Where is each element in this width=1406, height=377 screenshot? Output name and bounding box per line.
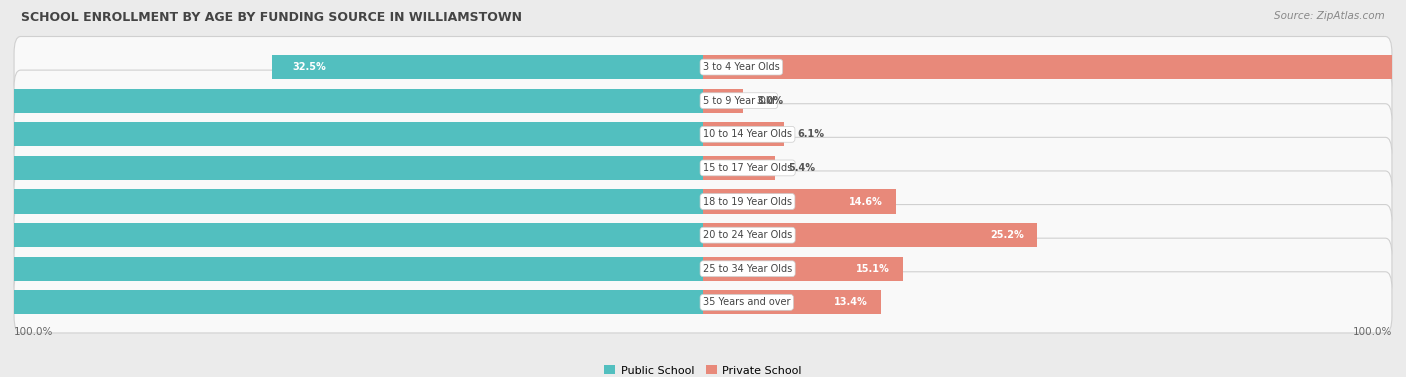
Bar bbox=[703, 55, 1406, 79]
Bar bbox=[703, 257, 903, 281]
FancyBboxPatch shape bbox=[14, 272, 1392, 333]
Text: 15.1%: 15.1% bbox=[856, 264, 890, 274]
Bar bbox=[0, 189, 703, 214]
Text: 25 to 34 Year Olds: 25 to 34 Year Olds bbox=[703, 264, 792, 274]
Text: 14.6%: 14.6% bbox=[849, 196, 883, 207]
Bar bbox=[703, 189, 897, 214]
Bar bbox=[273, 55, 703, 79]
Text: 6.1%: 6.1% bbox=[797, 129, 824, 139]
Text: 25.2%: 25.2% bbox=[990, 230, 1024, 240]
Legend: Public School, Private School: Public School, Private School bbox=[600, 361, 806, 377]
Text: 32.5%: 32.5% bbox=[292, 62, 326, 72]
Text: 15 to 17 Year Olds: 15 to 17 Year Olds bbox=[703, 163, 792, 173]
Bar bbox=[0, 89, 703, 113]
Bar bbox=[0, 122, 703, 146]
Text: 18 to 19 Year Olds: 18 to 19 Year Olds bbox=[703, 196, 792, 207]
Text: SCHOOL ENROLLMENT BY AGE BY FUNDING SOURCE IN WILLIAMSTOWN: SCHOOL ENROLLMENT BY AGE BY FUNDING SOUR… bbox=[21, 11, 522, 24]
FancyBboxPatch shape bbox=[14, 137, 1392, 199]
Text: 35 Years and over: 35 Years and over bbox=[703, 297, 790, 307]
Text: 5 to 9 Year Old: 5 to 9 Year Old bbox=[703, 96, 775, 106]
Bar bbox=[0, 223, 703, 247]
Text: 100.0%: 100.0% bbox=[1353, 327, 1392, 337]
Text: 5.4%: 5.4% bbox=[787, 163, 815, 173]
Text: 100.0%: 100.0% bbox=[14, 327, 53, 337]
Text: 20 to 24 Year Olds: 20 to 24 Year Olds bbox=[703, 230, 792, 240]
Bar bbox=[703, 223, 1036, 247]
FancyBboxPatch shape bbox=[14, 70, 1392, 131]
FancyBboxPatch shape bbox=[14, 238, 1392, 299]
FancyBboxPatch shape bbox=[14, 104, 1392, 165]
Bar bbox=[0, 290, 703, 314]
Text: 3.0%: 3.0% bbox=[756, 96, 783, 106]
Bar bbox=[703, 156, 775, 180]
Bar bbox=[0, 156, 703, 180]
Bar bbox=[703, 122, 783, 146]
Text: 13.4%: 13.4% bbox=[834, 297, 868, 307]
Text: 3 to 4 Year Olds: 3 to 4 Year Olds bbox=[703, 62, 780, 72]
Text: 10 to 14 Year Olds: 10 to 14 Year Olds bbox=[703, 129, 792, 139]
FancyBboxPatch shape bbox=[14, 171, 1392, 232]
Bar bbox=[703, 290, 880, 314]
Bar bbox=[0, 257, 703, 281]
Bar bbox=[703, 89, 742, 113]
FancyBboxPatch shape bbox=[14, 205, 1392, 266]
Text: Source: ZipAtlas.com: Source: ZipAtlas.com bbox=[1274, 11, 1385, 21]
FancyBboxPatch shape bbox=[14, 37, 1392, 98]
